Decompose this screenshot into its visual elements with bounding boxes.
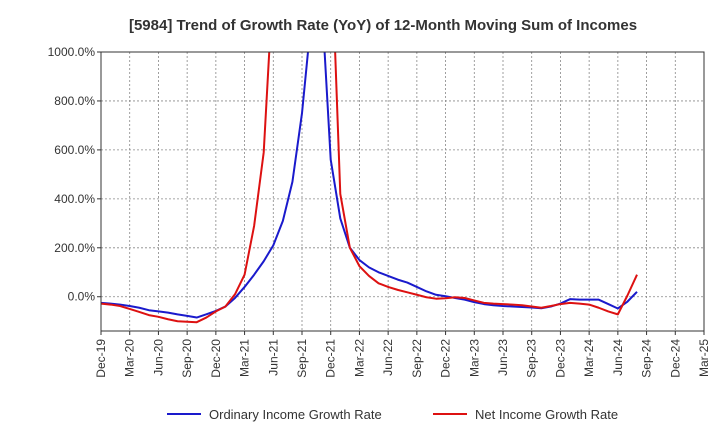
y-tick-label: 800.0% — [54, 94, 95, 108]
x-tick-label: Jun-24 — [611, 339, 625, 376]
x-tick-label: Sep-23 — [525, 339, 539, 378]
x-tick-label: Dec-19 — [94, 339, 108, 378]
chart-title: [5984] Trend of Growth Rate (YoY) of 12-… — [129, 17, 637, 34]
x-tick-label: Dec-20 — [209, 339, 223, 378]
legend-label-1: Net Income Growth Rate — [475, 407, 618, 422]
series-line-0 — [101, 52, 638, 319]
x-tick-label: Mar-23 — [467, 339, 481, 377]
x-tick-label: Mar-20 — [123, 339, 137, 377]
x-tick-label: Jun-20 — [151, 339, 165, 376]
x-axis-ticks: Dec-19 Mar-20 Jun-20 Sep-20 Dec-20 Mar-21 Jun-… — [94, 331, 711, 378]
y-tick-label: 400.0% — [54, 192, 95, 206]
y-axis-ticks: 1000.0% 800.0% 600.0% 400.0% 200.0% 0.0% — [48, 45, 101, 304]
x-tick-label: Mar-21 — [238, 339, 252, 377]
x-tick-label: Sep-20 — [180, 339, 194, 378]
y-tick-label: 0.0% — [68, 290, 96, 304]
x-tick-label: Dec-24 — [668, 339, 682, 378]
x-tick-label: Jun-23 — [496, 339, 510, 376]
legend-label-0: Ordinary Income Growth Rate — [209, 407, 382, 422]
x-tick-label: Jun-22 — [381, 339, 395, 376]
x-tick-label: Dec-21 — [324, 339, 338, 378]
plot-frame — [100, 51, 705, 332]
x-tick-label: Sep-21 — [295, 339, 309, 378]
x-tick-label: Jun-21 — [266, 339, 280, 376]
x-tick-label: Dec-23 — [553, 339, 567, 378]
x-tick-label: Sep-22 — [410, 339, 424, 378]
x-tick-label: Mar-25 — [697, 339, 711, 377]
series-line-1 — [101, 52, 638, 324]
series-lines — [101, 52, 638, 324]
y-tick-label: 1000.0% — [48, 45, 96, 59]
y-tick-label: 200.0% — [54, 241, 95, 255]
y-tick-label: 600.0% — [54, 143, 95, 157]
x-tick-label: Sep-24 — [640, 339, 654, 378]
grid — [101, 51, 704, 331]
x-tick-label: Mar-24 — [582, 339, 596, 377]
x-tick-label: Mar-22 — [352, 339, 366, 377]
x-tick-label: Dec-22 — [439, 339, 453, 378]
legend: Ordinary Income Growth Rate Net Income Gr… — [167, 407, 618, 422]
